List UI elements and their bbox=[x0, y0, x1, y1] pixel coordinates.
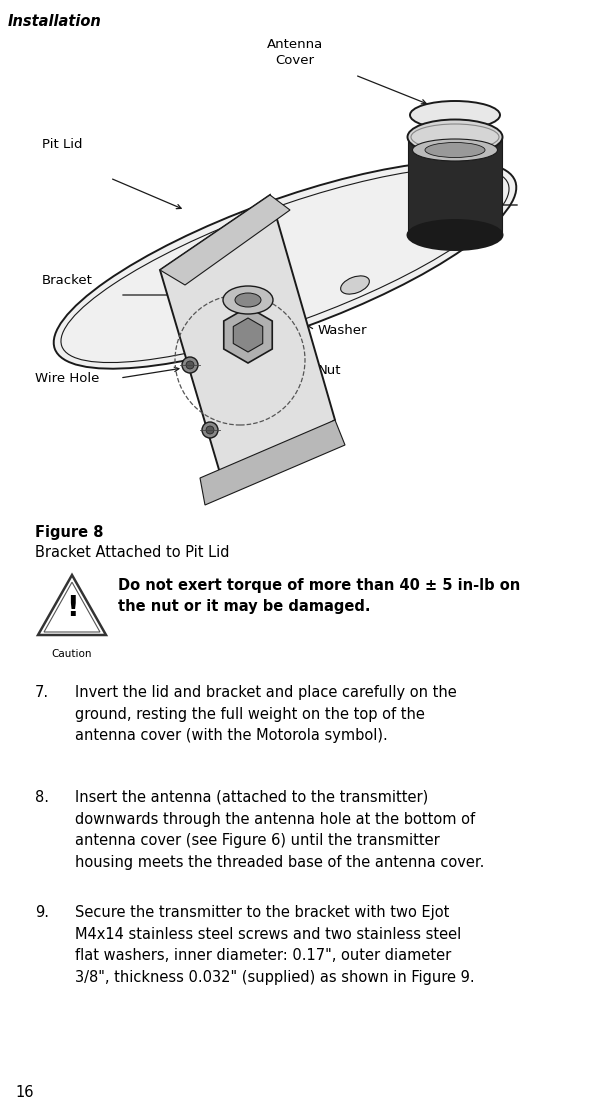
Ellipse shape bbox=[223, 287, 273, 314]
Text: Insert the antenna (attached to the transmitter)
downwards through the antenna h: Insert the antenna (attached to the tran… bbox=[75, 791, 485, 870]
Text: Invert the lid and bracket and place carefully on the
ground, resting the full w: Invert the lid and bracket and place car… bbox=[75, 685, 457, 744]
Text: 16: 16 bbox=[15, 1085, 34, 1101]
Text: Nut: Nut bbox=[318, 363, 342, 377]
Polygon shape bbox=[160, 195, 335, 489]
Text: 9.: 9. bbox=[35, 905, 49, 920]
Text: !: ! bbox=[66, 594, 79, 622]
Polygon shape bbox=[200, 420, 345, 505]
Ellipse shape bbox=[340, 275, 369, 294]
Ellipse shape bbox=[182, 357, 198, 374]
Polygon shape bbox=[233, 318, 263, 352]
Ellipse shape bbox=[425, 143, 485, 157]
Polygon shape bbox=[160, 195, 290, 285]
Text: Installation: Installation bbox=[8, 14, 102, 29]
Text: Bracket Attached to Pit Lid: Bracket Attached to Pit Lid bbox=[35, 545, 229, 560]
Ellipse shape bbox=[408, 119, 502, 155]
Ellipse shape bbox=[202, 421, 218, 438]
Ellipse shape bbox=[228, 320, 268, 340]
Ellipse shape bbox=[410, 101, 500, 129]
Ellipse shape bbox=[408, 220, 502, 250]
Text: 8.: 8. bbox=[35, 791, 49, 805]
Text: Pit Lid: Pit Lid bbox=[42, 138, 83, 152]
Polygon shape bbox=[408, 137, 502, 235]
Text: Bracket: Bracket bbox=[42, 273, 93, 287]
Text: 7.: 7. bbox=[35, 685, 49, 700]
Text: Do not exert torque of more than 40 ± 5 in-lb on
the nut or it may be damaged.: Do not exert torque of more than 40 ± 5 … bbox=[118, 578, 520, 614]
Polygon shape bbox=[224, 307, 272, 363]
Ellipse shape bbox=[206, 426, 214, 434]
Text: Figure 8: Figure 8 bbox=[35, 525, 103, 540]
Text: Antenna
Cover: Antenna Cover bbox=[267, 38, 323, 67]
Text: Washer: Washer bbox=[318, 323, 368, 337]
Polygon shape bbox=[38, 575, 106, 636]
Ellipse shape bbox=[54, 162, 517, 369]
Text: Secure the transmitter to the bracket with two Ejot
M4x14 stainless steel screws: Secure the transmitter to the bracket wi… bbox=[75, 905, 475, 985]
Ellipse shape bbox=[413, 139, 498, 161]
Ellipse shape bbox=[186, 361, 194, 369]
Ellipse shape bbox=[235, 293, 261, 307]
Text: Caution: Caution bbox=[52, 649, 92, 659]
Text: Wire Hole: Wire Hole bbox=[35, 371, 99, 385]
